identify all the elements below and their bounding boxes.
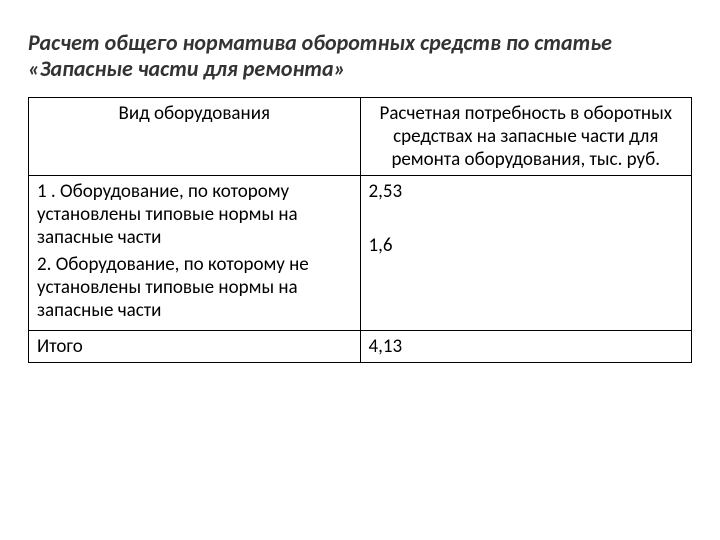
equipment-item-2: 2. Оборудование, по которому не установл…: [37, 253, 352, 322]
cell-total-label: Итого: [29, 330, 361, 362]
value-spacer: [369, 207, 684, 230]
table-header-row: Вид оборудования Расчетная потребность в…: [29, 97, 692, 175]
cell-total-value: 4,13: [360, 330, 692, 362]
column-header-demand: Расчетная потребность в оборотных средст…: [360, 97, 692, 175]
slide-title: Расчет общего норматива оборотных средст…: [28, 30, 692, 83]
slide: Расчет общего норматива оборотных средст…: [0, 0, 720, 540]
table-row: 1 . Оборудование, по которому установлен…: [29, 175, 692, 330]
value-1: 2,53: [369, 180, 684, 203]
cell-values: 2,53 1,6: [360, 175, 692, 330]
value-2: 1,6: [369, 234, 684, 257]
cell-equipment-list: 1 . Оборудование, по которому установлен…: [29, 175, 361, 330]
data-table: Вид оборудования Расчетная потребность в…: [28, 97, 692, 363]
column-header-equipment: Вид оборудования: [29, 97, 361, 175]
table-footer-row: Итого 4,13: [29, 330, 692, 362]
equipment-item-1: 1 . Оборудование, по которому установлен…: [37, 180, 352, 249]
